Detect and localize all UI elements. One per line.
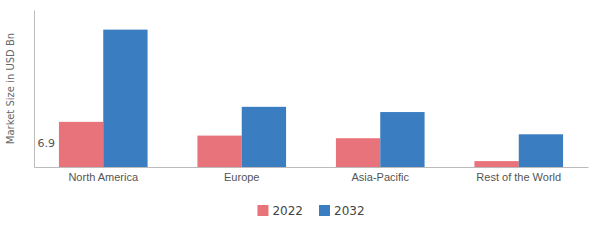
bar (519, 134, 563, 167)
legend-swatch (319, 205, 330, 216)
bar (380, 112, 424, 167)
bar (197, 136, 241, 167)
x-tick: Rest of the World (476, 167, 561, 183)
x-tick: Europe (224, 167, 259, 183)
x-axis: North America Europe Asia-Pacific Rest of t… (35, 167, 589, 183)
bars (59, 30, 563, 167)
bar (242, 107, 286, 167)
x-tick: Asia-Pacific (352, 167, 410, 183)
legend-item: 2022 (257, 204, 303, 218)
x-tick-label: Asia-Pacific (352, 171, 410, 183)
x-tick-label: Europe (224, 171, 259, 183)
legend: 2022 2032 (257, 204, 364, 218)
y-axis-line (34, 11, 35, 168)
legend-label: 2022 (272, 204, 303, 218)
y-axis-title: Market Size in USD Bn (5, 33, 16, 144)
x-axis-line (35, 167, 589, 168)
legend-label: 2032 (334, 204, 365, 218)
annotation: 6.9 (37, 137, 55, 150)
x-tick: North America (68, 167, 139, 183)
bar (474, 161, 518, 167)
legend-item: 2032 (319, 204, 365, 218)
x-tick-label: Rest of the World (476, 171, 561, 183)
bar (59, 122, 103, 167)
legend-swatch (257, 205, 268, 216)
plot: North America Europe Asia-Pacific Rest of t… (35, 11, 589, 183)
x-tick-label: North America (68, 171, 139, 183)
bar (103, 30, 147, 167)
y-axis (34, 11, 35, 168)
bar (336, 138, 380, 167)
chart: North America Europe Asia-Pacific Rest of t… (0, 0, 598, 225)
